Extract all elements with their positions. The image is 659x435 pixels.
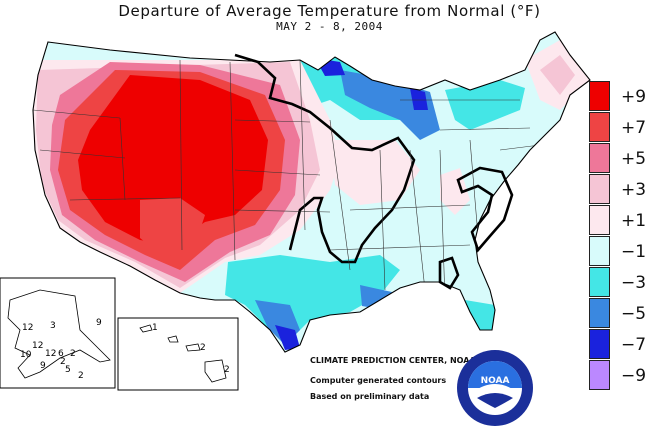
ak-label: 9	[96, 318, 102, 328]
alaska-inset	[0, 277, 116, 389]
ak-label: 9	[40, 361, 46, 371]
ak-label: 10	[20, 350, 32, 360]
ak-label: 2	[70, 349, 76, 359]
ak-label: 12	[22, 323, 33, 333]
zone-minus7-texas	[275, 325, 300, 350]
legend-label: −7	[621, 335, 647, 355]
credit-note: Based on preliminary data	[310, 392, 430, 401]
credit-source: CLIMATE PREDICTION CENTER, NOAA	[310, 356, 476, 365]
zone-plus9-core	[78, 75, 268, 245]
zone-plus3-maine	[540, 55, 575, 95]
zone-plus7-southwest	[140, 198, 205, 258]
us-outline	[32, 31, 591, 353]
zone-minus3-florida	[465, 300, 495, 330]
alaska-contour-labels: 12 3 9 12 10 12 6 2 2 5 2 9	[20, 318, 102, 381]
map-title: Departure of Average Temperature from No…	[118, 2, 541, 20]
legend-swatch	[589, 267, 610, 297]
legend-label: +1	[621, 211, 647, 231]
ak-label: 2	[60, 357, 66, 367]
legend-swatch	[589, 360, 610, 390]
map-subtitle: MAY 2 - 8, 2004	[276, 20, 383, 33]
ak-label: 3	[50, 321, 56, 331]
hi-label: 2	[200, 343, 206, 353]
legend-label: +7	[621, 118, 647, 138]
zone-minus7-michigan	[410, 88, 428, 110]
hawaii-contour-labels: 1 2 2	[152, 323, 230, 375]
legend-label: −5	[621, 304, 647, 324]
legend-swatch	[589, 329, 610, 359]
legend-swatch	[589, 174, 610, 204]
zero-contour-southeast	[456, 166, 514, 253]
legend-swatch	[589, 112, 610, 142]
zone-plus1-midwest	[330, 140, 420, 205]
noaa-logo: NOAA	[457, 350, 533, 426]
zero-contour-georgia	[438, 256, 460, 290]
ak-label: 5	[65, 365, 71, 375]
legend-label: +9	[621, 87, 647, 107]
legend-swatch	[589, 143, 610, 173]
legend-label: −3	[621, 273, 647, 293]
ak-label: 12	[32, 341, 43, 351]
legend-label: +5	[621, 149, 647, 169]
state-boundaries	[33, 59, 541, 301]
noaa-logo-text: NOAA	[481, 376, 510, 386]
legend-swatch	[589, 205, 610, 235]
hawaii-inset	[117, 317, 239, 391]
zero-contours	[234, 53, 514, 290]
zone-plus1-appalachia	[440, 168, 470, 215]
credit-method: Computer generated contours	[310, 376, 447, 385]
ak-label: 6	[58, 349, 64, 359]
legend-label: −9	[621, 366, 647, 386]
hi-label: 2	[224, 365, 230, 375]
legend-swatch	[589, 298, 610, 328]
legend-label: −1	[621, 242, 647, 262]
ak-label: 12	[45, 349, 56, 359]
hi-label: 1	[152, 323, 158, 333]
zero-contour-central	[234, 53, 416, 264]
legend-label: +3	[621, 180, 647, 200]
legend-swatch	[589, 81, 610, 111]
ak-label: 2	[78, 371, 84, 381]
zone-minus3-northeast	[445, 80, 525, 130]
legend-swatch	[589, 236, 610, 266]
